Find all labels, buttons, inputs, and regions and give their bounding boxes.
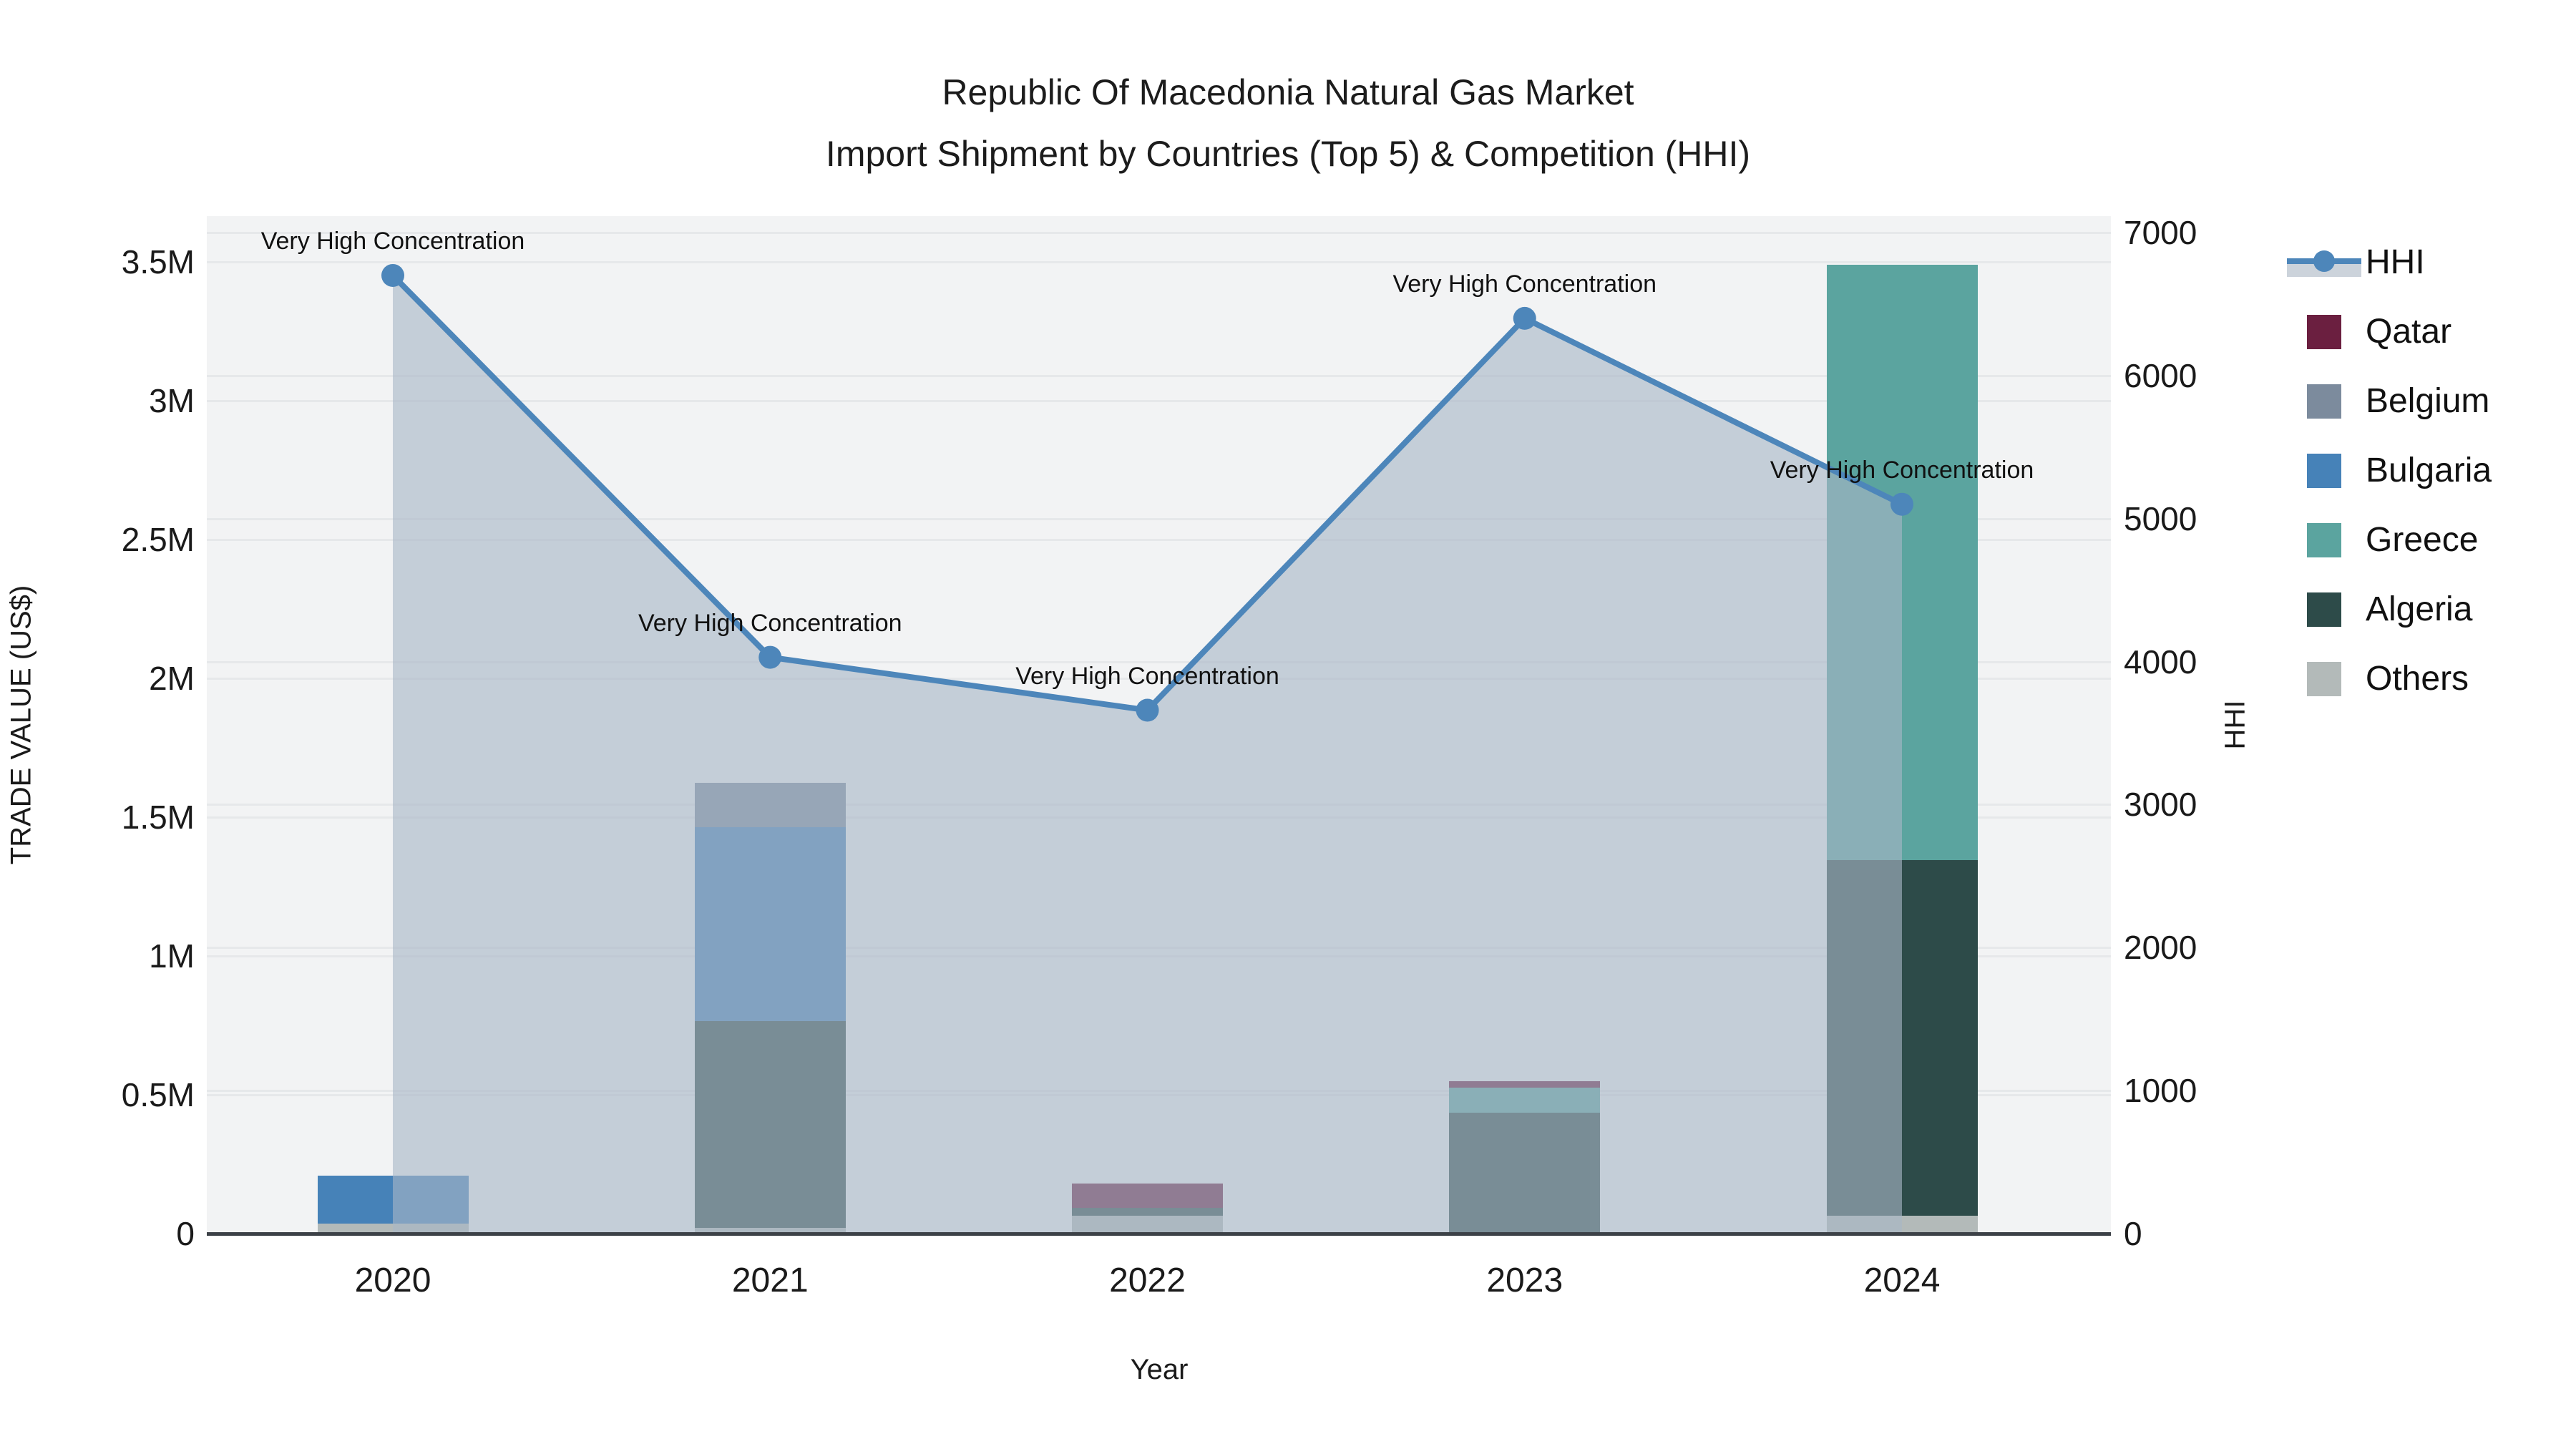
left-axis-tick-0.5M: 0.5M bbox=[121, 1076, 195, 1113]
x-axis-title: Year bbox=[1130, 1354, 1189, 1385]
bar-segment-algeria-2023 bbox=[1449, 1113, 1601, 1234]
x-axis-line bbox=[207, 1232, 2111, 1236]
legend-label: Bulgaria bbox=[2366, 452, 2492, 489]
gridline bbox=[207, 955, 2111, 957]
legend-swatch-icon bbox=[2307, 661, 2341, 696]
x-axis-tick-2024: 2024 bbox=[1863, 1262, 1941, 1299]
legend-label: Greece bbox=[2366, 521, 2479, 559]
gridline bbox=[207, 400, 2111, 402]
bar-segment-bulgaria-2020 bbox=[317, 1175, 469, 1224]
right-axis-tick-7000: 7000 bbox=[2124, 213, 2197, 251]
gridline bbox=[207, 1094, 2111, 1096]
legend-item-qatar[interactable]: Qatar bbox=[2287, 297, 2492, 366]
bar-segment-others-2024 bbox=[1826, 1215, 1978, 1234]
x-axis-tick-2020: 2020 bbox=[354, 1262, 431, 1299]
right-axis-tick-1000: 1000 bbox=[2124, 1072, 2197, 1110]
bar-segment-qatar-2023 bbox=[1449, 1081, 1601, 1088]
left-axis-tick-2.5M: 2.5M bbox=[121, 521, 195, 558]
gridline bbox=[207, 231, 2111, 234]
left-axis-tick-1.5M: 1.5M bbox=[121, 799, 195, 836]
left-axis-tick-3.5M: 3.5M bbox=[121, 243, 195, 280]
gridline bbox=[207, 517, 2111, 520]
left-axis-tick-1M: 1M bbox=[149, 937, 195, 975]
gridline bbox=[207, 261, 2111, 263]
annotation-2024: Very High Concentration bbox=[1770, 456, 2034, 484]
right-axis-tick-0: 0 bbox=[2124, 1215, 2142, 1252]
annotation-2022: Very High Concentration bbox=[1015, 662, 1279, 690]
legend-swatch-icon bbox=[2307, 384, 2341, 419]
left-axis-tick-2M: 2M bbox=[149, 660, 195, 697]
annotation-2021: Very High Concentration bbox=[638, 609, 902, 637]
x-axis-tick-2022: 2022 bbox=[1109, 1262, 1186, 1299]
right-axis-tick-6000: 6000 bbox=[2124, 356, 2197, 394]
right-axis-tick-4000: 4000 bbox=[2124, 643, 2197, 680]
legend-swatch-icon bbox=[2307, 592, 2341, 627]
legend-item-algeria[interactable]: Algeria bbox=[2287, 575, 2492, 644]
legend-item-others[interactable]: Others bbox=[2287, 644, 2492, 713]
annotation-2020: Very High Concentration bbox=[260, 227, 525, 255]
right-axis-tick-2000: 2000 bbox=[2124, 929, 2197, 967]
x-axis-tick-2021: 2021 bbox=[731, 1262, 809, 1299]
legend-item-belgium[interactable]: Belgium bbox=[2287, 366, 2492, 436]
bar-segment-belgium-2021 bbox=[694, 782, 846, 827]
bar-segment-bulgaria-2021 bbox=[694, 826, 846, 1022]
gridline bbox=[207, 804, 2111, 806]
gridline bbox=[207, 1090, 2111, 1093]
gridline bbox=[207, 539, 2111, 541]
right-axis-tick-5000: 5000 bbox=[2124, 499, 2197, 537]
legend-swatch-icon bbox=[2307, 522, 2341, 557]
hhi-line-swatch-icon bbox=[2287, 245, 2361, 280]
legend-swatch-icon bbox=[2307, 314, 2341, 349]
bar-segment-algeria-2022 bbox=[1072, 1207, 1223, 1216]
legend: HHI Qatar Belgium Bulgaria Greece Algeria Othe… bbox=[2287, 228, 2492, 713]
legend-label: Algeria bbox=[2366, 590, 2473, 628]
legend-label: Qatar bbox=[2366, 313, 2452, 351]
plot-area bbox=[207, 216, 2111, 1234]
legend-swatch-icon bbox=[2307, 453, 2341, 488]
annotation-2023: Very High Concentration bbox=[1392, 270, 1657, 298]
bar-segment-algeria-2021 bbox=[694, 1021, 846, 1229]
bar-segment-others-2022 bbox=[1072, 1215, 1223, 1234]
right-axis-tick-3000: 3000 bbox=[2124, 786, 2197, 824]
chart-title-line-2: Import Shipment by Countries (Top 5) & C… bbox=[825, 134, 1751, 174]
gridline bbox=[207, 816, 2111, 819]
bar-segment-greece-2024 bbox=[1826, 264, 1978, 861]
left-axis-tick-0: 0 bbox=[176, 1215, 195, 1252]
legend-label: Others bbox=[2366, 660, 2469, 698]
bar-segment-greece-2023 bbox=[1449, 1088, 1601, 1113]
legend-item-bulgaria[interactable]: Bulgaria bbox=[2287, 436, 2492, 505]
x-axis-tick-2023: 2023 bbox=[1486, 1262, 1563, 1299]
bar-segment-qatar-2022 bbox=[1072, 1184, 1223, 1208]
gridline bbox=[207, 947, 2111, 950]
left-axis-tick-3M: 3M bbox=[149, 382, 195, 419]
legend-label: Belgium bbox=[2366, 382, 2490, 420]
bar-segment-algeria-2024 bbox=[1826, 860, 1978, 1216]
legend-item-greece[interactable]: Greece bbox=[2287, 505, 2492, 575]
chart-title-line-1: Republic Of Macedonia Natural Gas Market bbox=[942, 72, 1634, 112]
right-y-axis-title: HHI bbox=[2219, 700, 2251, 750]
left-y-axis-title: TRADE VALUE (US$) bbox=[5, 585, 37, 865]
legend-label: HHI bbox=[2366, 243, 2425, 281]
legend-item-hhi[interactable]: HHI bbox=[2287, 228, 2492, 297]
gridline bbox=[207, 374, 2111, 377]
